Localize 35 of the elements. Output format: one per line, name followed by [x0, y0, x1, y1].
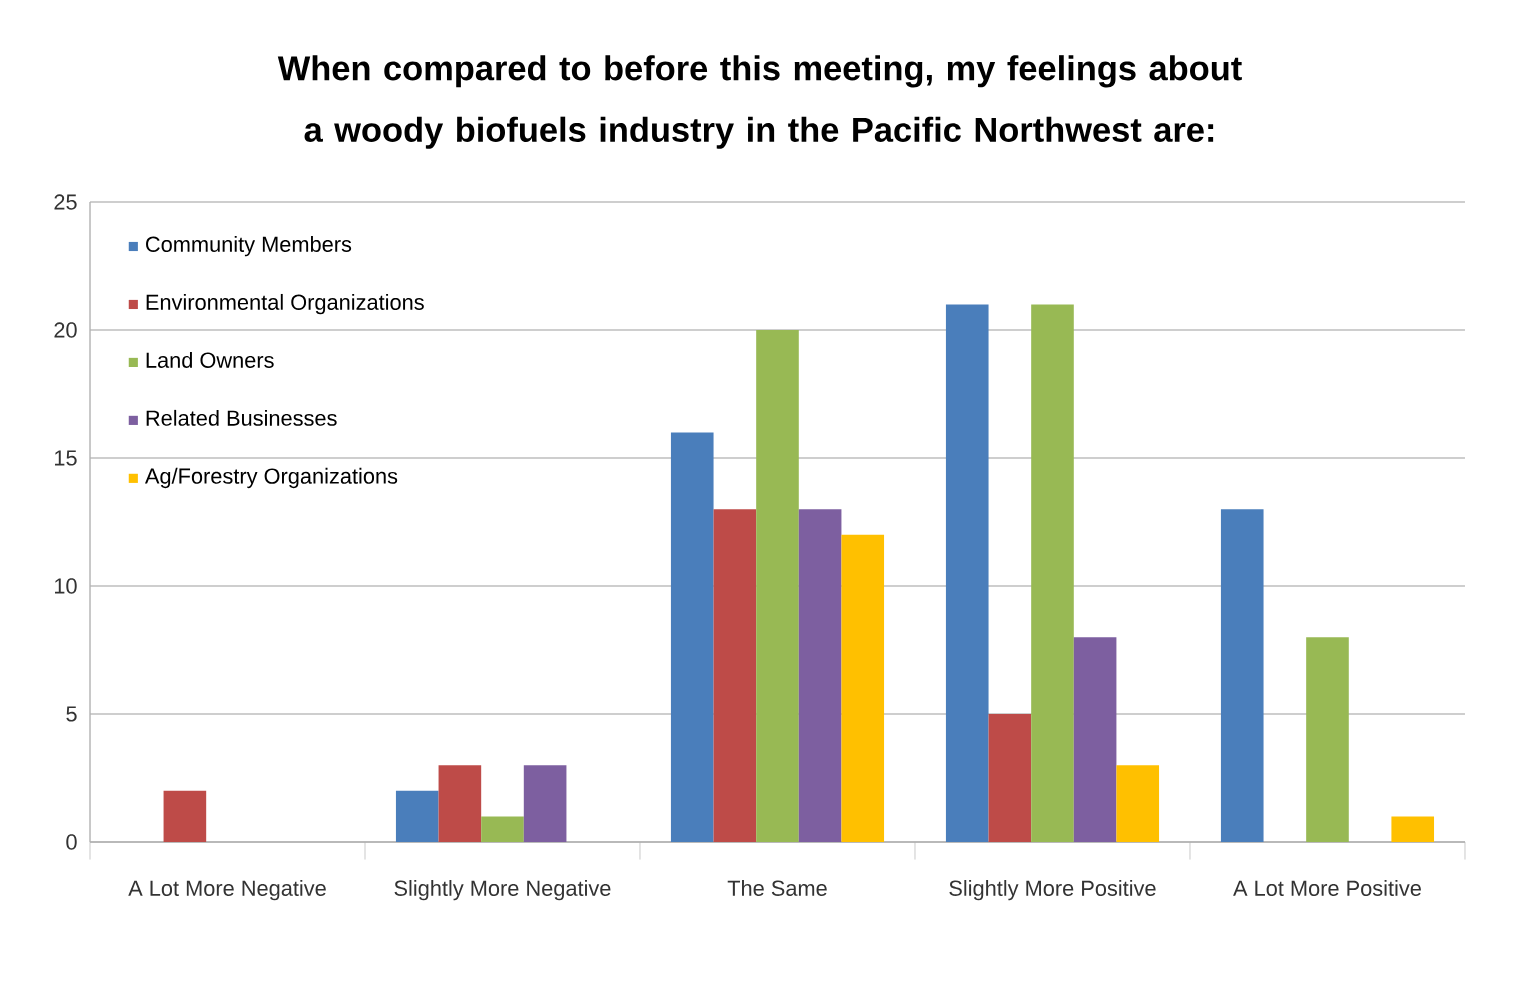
x-tick-label: Slightly More Positive	[949, 879, 1156, 901]
y-tick-label: 0	[66, 834, 77, 850]
legend-label: Related Businesses	[146, 409, 337, 426]
x-tick-label: A Lot More Positive	[1233, 879, 1421, 896]
legend-label: Ag/Forestry Organizations	[144, 467, 398, 489]
y-tick-label: 20	[54, 322, 77, 338]
y-tick-label: 25	[54, 194, 77, 210]
bar	[1031, 304, 1074, 842]
chart-title: When compared to before this meeting, my feelings about a woody biofuels industry in the Pacific Northwest are:	[277, 55, 1242, 149]
bar	[1220, 509, 1264, 842]
x-tick-label: A Lot More Negative	[128, 879, 326, 901]
bar	[1391, 816, 1435, 842]
bar	[163, 790, 207, 842]
bar	[988, 713, 1032, 842]
x-tick-label: The Same	[727, 879, 827, 896]
y-tick-label: 15	[55, 450, 77, 466]
bar	[798, 509, 842, 842]
legend-label: Community Members	[146, 235, 352, 257]
bar	[481, 816, 524, 842]
bar	[523, 765, 567, 842]
legend-label: Environmental Organizations	[146, 293, 424, 315]
bar	[841, 534, 885, 842]
y-tick-label: 10	[55, 578, 77, 594]
bar	[713, 509, 757, 842]
bar	[395, 790, 439, 842]
x-tick-label: Slightly More Negative	[394, 879, 611, 901]
bar	[945, 304, 989, 842]
bar	[1116, 765, 1160, 842]
bar	[756, 329, 799, 842]
bar	[1306, 637, 1349, 842]
y-tick-label: 5	[66, 706, 77, 722]
bar	[438, 765, 482, 842]
legend-label: Land Owners	[146, 351, 274, 368]
bar	[1073, 637, 1117, 842]
bar	[670, 432, 714, 842]
